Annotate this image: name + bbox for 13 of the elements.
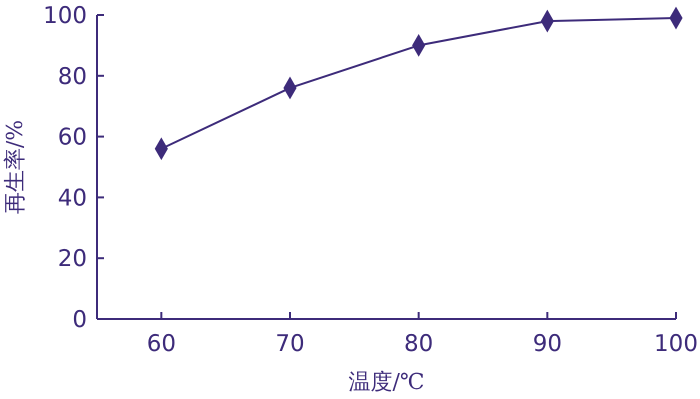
x-axis-title: 温度/℃ xyxy=(348,370,425,395)
y-tick-label: 80 xyxy=(58,64,87,90)
y-tick-label: 0 xyxy=(72,307,87,333)
x-tick-label: 90 xyxy=(532,331,562,357)
y-tick-label: 60 xyxy=(58,124,87,151)
y-axis-title: 再生率/% xyxy=(3,120,28,214)
x-tick-label: 60 xyxy=(146,331,176,357)
y-tick-label: 40 xyxy=(58,185,87,212)
x-tick-label: 80 xyxy=(404,331,434,357)
y-tick-label: 100 xyxy=(43,3,87,29)
y-tick-label: 20 xyxy=(58,246,87,272)
x-tick-label: 100 xyxy=(654,331,698,357)
x-tick-label: 70 xyxy=(275,331,305,357)
